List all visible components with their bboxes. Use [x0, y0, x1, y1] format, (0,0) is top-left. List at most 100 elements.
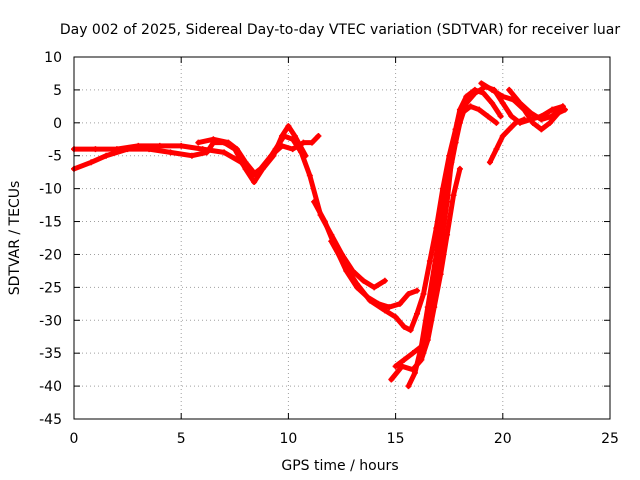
data-point: [146, 146, 153, 153]
data-point: [463, 100, 470, 107]
data-point: [392, 363, 399, 370]
data-point: [499, 93, 506, 100]
data-point: [103, 152, 110, 159]
series-satellite-arc-10: [487, 117, 527, 165]
data-point: [178, 142, 185, 149]
data-point: [242, 159, 249, 166]
data-point: [420, 290, 427, 297]
data-point: [308, 139, 315, 146]
y-tick-label: -20: [39, 247, 62, 263]
data-point: [424, 304, 431, 311]
data-point: [405, 383, 412, 390]
series-satellite-arc-7: [388, 166, 463, 382]
data-point: [401, 356, 408, 363]
data-point: [527, 109, 534, 116]
data-point: [261, 162, 268, 169]
data-point: [233, 146, 240, 153]
data-point: [516, 100, 523, 107]
data-point: [426, 258, 433, 265]
x-tick-label: 15: [387, 431, 405, 447]
data-point: [381, 307, 388, 314]
y-tick-label: -40: [39, 379, 62, 395]
data-point: [414, 310, 421, 317]
data-point: [484, 113, 491, 120]
data-point: [439, 205, 446, 212]
chart-title: Day 002 of 2025, Sidereal Day-to-day VTE…: [60, 22, 621, 38]
data-point: [381, 277, 388, 284]
data-point: [433, 251, 440, 258]
data-point: [506, 126, 513, 133]
series-satellite-arc-8: [406, 84, 566, 389]
data-point: [167, 149, 174, 156]
series-satellite-arc-5: [328, 103, 499, 333]
data-point: [88, 159, 95, 166]
data-point: [549, 113, 556, 120]
data-point: [298, 149, 305, 156]
data-point: [424, 337, 431, 344]
x-tick-label: 5: [177, 431, 186, 447]
data-point: [486, 159, 493, 166]
data-point: [446, 172, 453, 179]
data-point: [195, 139, 202, 146]
y-tick-label: 0: [53, 116, 62, 132]
data-point: [512, 119, 519, 126]
y-tick-label: -45: [39, 412, 62, 428]
data-point: [300, 139, 307, 146]
data-point: [538, 126, 545, 133]
data-point: [281, 132, 288, 139]
data-point: [437, 271, 444, 278]
y-tick-label: -35: [39, 346, 62, 362]
x-tick-label: 25: [601, 431, 619, 447]
data-point: [371, 284, 378, 291]
y-tick-label: 5: [53, 83, 62, 99]
data-point: [506, 86, 513, 93]
x-tick-label: 20: [494, 431, 512, 447]
y-tick-label: -5: [48, 149, 62, 165]
data-point: [386, 304, 393, 311]
data-point: [291, 132, 298, 139]
data-point: [529, 119, 536, 126]
data-point: [156, 142, 163, 149]
y-tick-label: -30: [39, 313, 62, 329]
data-point: [366, 297, 373, 304]
data-point: [289, 136, 296, 143]
data-point: [480, 90, 487, 97]
data-point: [444, 231, 451, 238]
data-point: [549, 106, 556, 113]
data-point: [321, 218, 328, 225]
data-point: [396, 300, 403, 307]
data-point: [401, 323, 408, 330]
data-point: [409, 350, 416, 357]
data-point: [521, 116, 528, 123]
data-point: [497, 113, 504, 120]
data-point: [478, 80, 485, 87]
x-axis-label: GPS time / hours: [281, 458, 398, 474]
data-point: [242, 165, 249, 172]
data-point: [414, 287, 421, 294]
data-point: [508, 113, 515, 120]
data-point: [289, 146, 296, 153]
data-point: [225, 139, 232, 146]
series-satellite-arc-11: [506, 87, 566, 122]
data-point: [272, 146, 279, 153]
y-tick-label: -10: [39, 182, 62, 198]
data-point: [418, 343, 425, 350]
data-point: [221, 149, 228, 156]
data-point: [306, 172, 313, 179]
data-point: [559, 103, 566, 110]
data-point: [253, 172, 260, 179]
series-satellite-arc-9: [478, 80, 568, 132]
data-point: [315, 132, 322, 139]
data-point: [392, 313, 399, 320]
data-point: [124, 146, 131, 153]
data-point: [538, 116, 545, 123]
data-point: [493, 146, 500, 153]
data-point: [489, 100, 496, 107]
data-point: [411, 369, 418, 376]
data-point: [405, 290, 412, 297]
data-point: [471, 90, 478, 97]
data-point: [360, 277, 367, 284]
data-point: [431, 304, 438, 311]
data-point: [203, 149, 210, 156]
data-point: [546, 119, 553, 126]
